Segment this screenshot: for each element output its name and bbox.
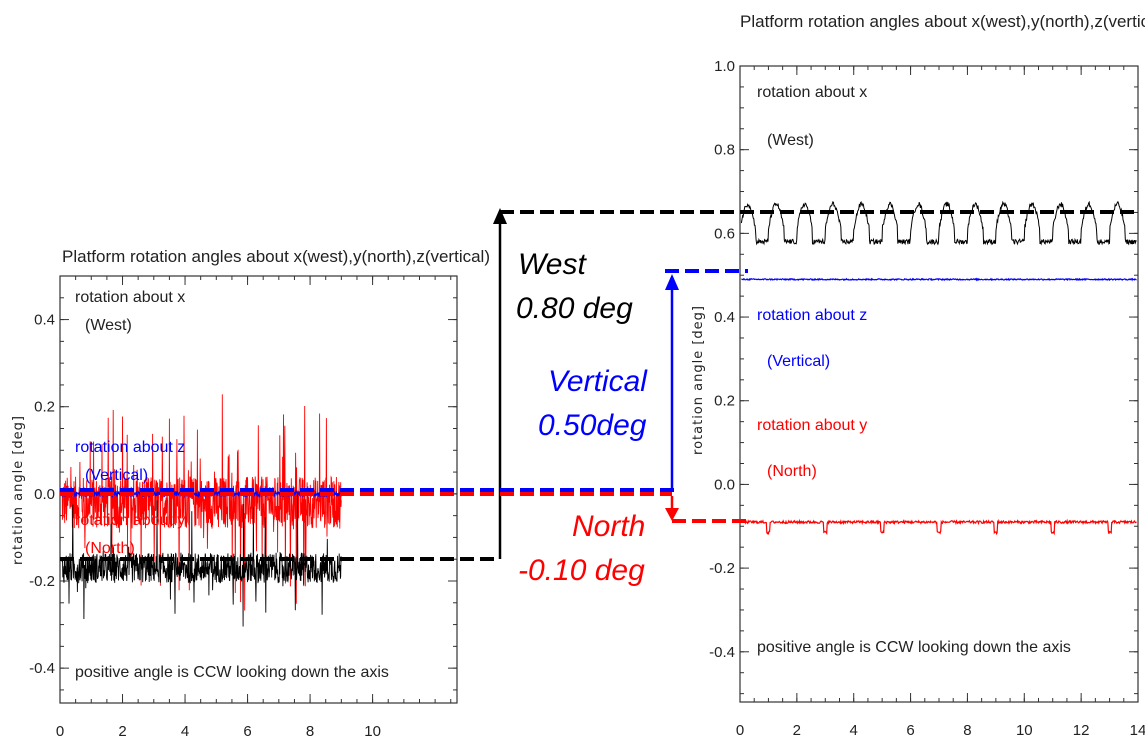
x-tick-label: 6 — [243, 723, 251, 740]
right-footnote: positive angle is CCW looking down the a… — [757, 639, 1071, 656]
left-legend-z: rotation about z — [75, 439, 185, 456]
left-legend-x: rotation about x — [75, 289, 185, 306]
left-chart-title: Platform rotation angles about x(west),y… — [62, 247, 490, 266]
west-annotation-line2: 0.80 deg — [516, 292, 633, 325]
left-legend-y: rotation about y — [75, 512, 185, 529]
left-legend-x-sub: (West) — [85, 317, 132, 334]
vertical-arrowhead — [665, 274, 679, 290]
x-tick-label: 6 — [906, 722, 914, 739]
right-y-axis-label: rotation angle [deg] — [691, 305, 706, 455]
x-tick-label: 4 — [850, 722, 858, 739]
y-tick-label: -0.4 — [29, 660, 55, 677]
x-tick-label: 10 — [364, 723, 381, 740]
x-tick-label: 12 — [1073, 722, 1090, 739]
y-tick-label: 0.2 — [714, 393, 735, 410]
x-tick-label: 0 — [736, 722, 744, 739]
right-legend-x: rotation about x — [757, 84, 867, 101]
series-line-right-vertical — [741, 279, 1136, 280]
left-footnote: positive angle is CCW looking down the a… — [75, 664, 389, 681]
y-tick-label: 0.6 — [714, 225, 735, 242]
left-y-axis-label: rotation angle [deg] — [11, 415, 26, 565]
right-legend-z-sub: (Vertical) — [767, 353, 830, 370]
x-tick-label: 10 — [1016, 722, 1033, 739]
x-tick-label: 2 — [793, 722, 801, 739]
y-tick-label: 0.8 — [714, 142, 735, 159]
vertical-annotation-line1: Vertical — [548, 365, 648, 398]
series-line-right-north — [741, 521, 1136, 534]
y-tick-label: 0.4 — [34, 312, 55, 329]
x-tick-label: 0 — [56, 723, 64, 740]
y-tick-label: 0.4 — [714, 309, 735, 326]
y-tick-label: 1.0 — [714, 58, 735, 75]
left-series-group — [62, 394, 342, 626]
right-chart: Platform rotation angles about x(west),y… — [691, 12, 1145, 739]
right-axis-ticks: -0.4 -0.2 0.0 0.2 0.4 0.6 0.8 1.0 0 2 4 6 8 10 12 14 — [709, 58, 1145, 739]
right-chart-title: Platform rotation angles about x(west),y… — [740, 12, 1145, 31]
left-legend-z-sub: (Vertical) — [85, 467, 148, 484]
x-tick-label: 8 — [963, 722, 971, 739]
right-legend-x-sub: (West) — [767, 132, 814, 149]
left-legend-y-sub: (North) — [85, 540, 135, 557]
y-tick-label: -0.2 — [709, 560, 735, 577]
vertical-annotation-line2: 0.50deg — [538, 409, 647, 442]
north-annotation-line2: -0.10 deg — [518, 554, 645, 587]
right-legend-y-sub: (North) — [767, 463, 817, 480]
y-tick-label: 0.0 — [34, 486, 55, 503]
x-tick-label: 4 — [181, 723, 189, 740]
right-legend-z: rotation about z — [757, 307, 867, 324]
right-plot-frame — [740, 66, 1138, 702]
x-tick-label: 8 — [306, 723, 314, 740]
x-tick-label: 2 — [118, 723, 126, 740]
north-annotation-line1: North — [572, 510, 645, 543]
y-tick-label: -0.2 — [29, 573, 55, 590]
y-tick-label: 0.0 — [714, 476, 735, 493]
y-tick-label: 0.2 — [34, 399, 55, 416]
west-annotation-line1: West — [518, 248, 587, 281]
x-tick-label: 14 — [1130, 722, 1145, 739]
y-tick-label: -0.4 — [709, 644, 735, 661]
series-line-right-west — [741, 202, 1136, 244]
right-legend-y: rotation about y — [757, 417, 867, 434]
